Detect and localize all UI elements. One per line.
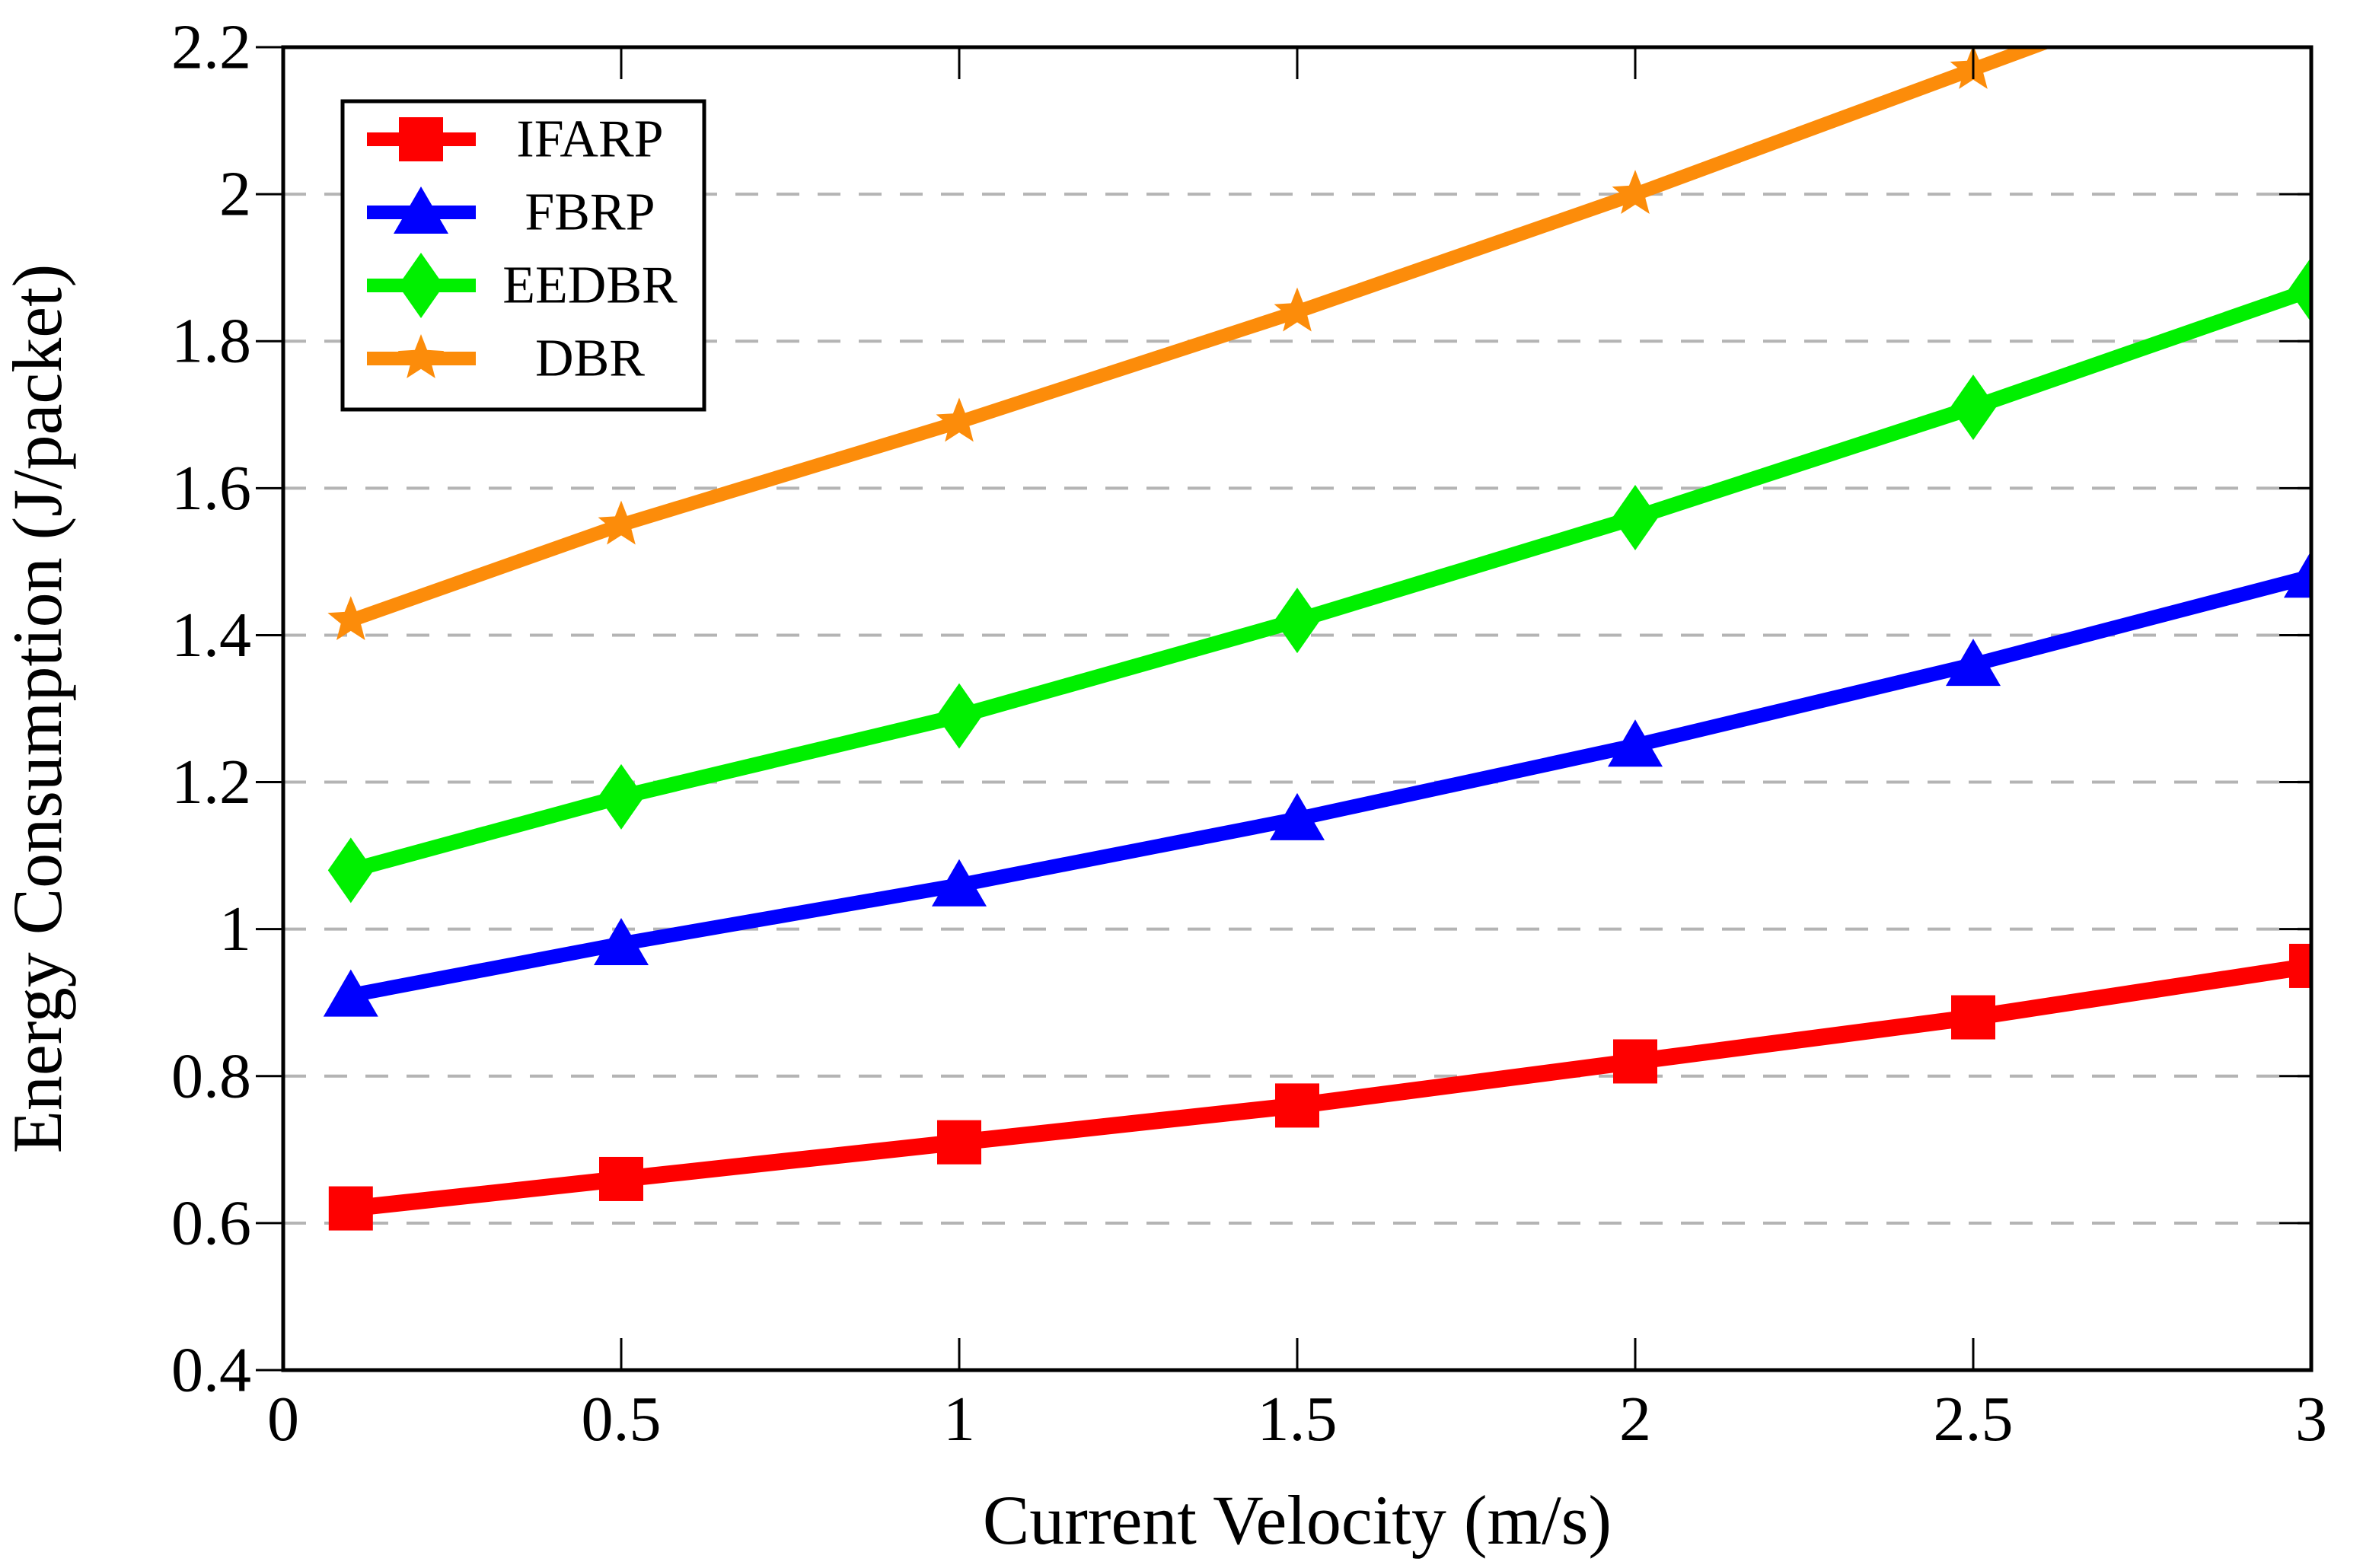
x-tick-label: 3 [2295, 1384, 2327, 1455]
y-tick-label: 1.6 [171, 453, 251, 524]
square-marker [399, 117, 443, 161]
star-marker [1274, 287, 1321, 332]
y-tick-label: 0.8 [171, 1041, 251, 1111]
triangle-marker [594, 917, 649, 965]
star-marker [327, 596, 375, 641]
y-tick-labels: 0.4 0.6 0.8 1 1.2 1.4 1.6 1.8 2 2.2 [171, 12, 251, 1406]
legend-item-eedbr: EEDBR [367, 253, 678, 318]
y-tick-label: 2.2 [171, 12, 251, 83]
legend-label: FBRP [525, 183, 655, 242]
triangle-marker [1270, 792, 1325, 840]
legend-label: DBR [535, 330, 645, 388]
legend-label: IFARP [516, 110, 663, 169]
triangle-marker [2284, 550, 2311, 598]
diamond-marker [1612, 484, 1658, 550]
square-marker [1951, 995, 1995, 1040]
diamond-marker [2288, 257, 2311, 323]
series-fbrp [323, 550, 2311, 1017]
x-tick-label: 0.5 [582, 1384, 662, 1455]
y-tick-label: 1.2 [171, 747, 251, 817]
legend-item-fbrp: FBRP [367, 183, 655, 242]
square-marker [328, 1186, 373, 1231]
y-tick-label: 1.4 [171, 600, 251, 671]
diamond-marker [1274, 588, 1320, 654]
diamond-marker [1950, 374, 1996, 441]
star-marker [936, 397, 983, 442]
tick-marks [256, 46, 2313, 1372]
y-tick-label: 1 [219, 894, 251, 964]
x-tick-label: 2 [1619, 1384, 1651, 1455]
x-tick-label: 1.5 [1258, 1384, 1338, 1455]
square-marker [1613, 1039, 1657, 1084]
square-marker [599, 1156, 643, 1201]
diamond-marker [598, 763, 644, 830]
legend-item-ifarp: IFARP [367, 110, 664, 169]
x-tick-labels: 0 0.5 1 1.5 2 2.5 3 [267, 1384, 2327, 1455]
x-tick-label: 2.5 [1934, 1384, 2014, 1455]
chart-render-root: 0 0.5 1 1.5 2 2.5 3 0.4 0.6 0.8 1 1.2 1.4 1.6 1.8 2 2.2 I… [171, 12, 2327, 1455]
y-tick-label: 0.6 [171, 1187, 251, 1258]
x-tick-label: 1 [943, 1384, 975, 1455]
series-group [323, 47, 2311, 1231]
legend-item-dbr: DBR [367, 330, 645, 388]
legend: IFARP FBRP EEDBR DBR [340, 99, 706, 412]
series-eedbr [327, 257, 2311, 904]
y-tick-label: 1.8 [171, 306, 251, 377]
y-tick-label: 0.4 [171, 1335, 251, 1406]
x-axis-title: Current Velocity (m/s) [983, 1481, 1612, 1559]
square-marker [1275, 1083, 1319, 1128]
legend-label: EEDBR [502, 257, 678, 315]
star-marker [598, 500, 645, 545]
series-line [349, 958, 2311, 1217]
y-axis-title: Energy Consumption (J/packet) [0, 264, 76, 1154]
triangle-marker [323, 969, 378, 1017]
triangle-marker [394, 186, 448, 234]
diamond-marker [327, 837, 374, 904]
x-tick-label: 0 [267, 1384, 299, 1455]
square-marker [2289, 943, 2311, 988]
square-marker [937, 1120, 981, 1165]
triangle-marker [1946, 639, 2001, 687]
diamond-marker [936, 683, 982, 749]
triangle-marker [932, 859, 987, 907]
y-tick-label: 2 [219, 159, 251, 230]
series-ifarp [328, 943, 2311, 1231]
star-marker [397, 334, 445, 378]
star-marker [1612, 170, 1659, 215]
diamond-marker [398, 253, 444, 318]
triangle-marker [1608, 719, 1663, 767]
